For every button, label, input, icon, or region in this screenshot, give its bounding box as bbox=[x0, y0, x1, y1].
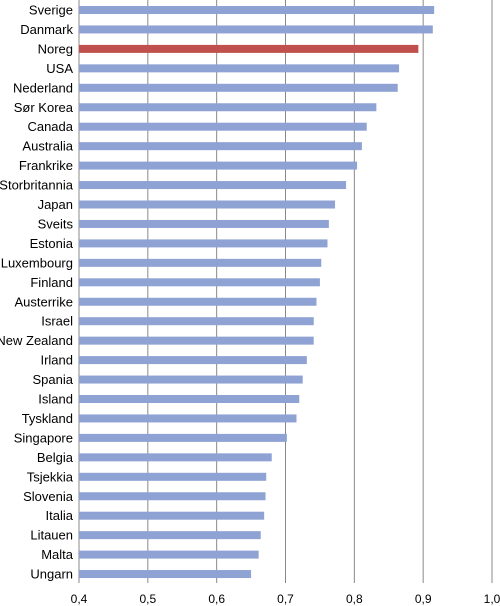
category-label: Litauen bbox=[30, 528, 73, 543]
bar-12 bbox=[79, 239, 328, 248]
bar-20 bbox=[79, 395, 300, 403]
category-label: Sveits bbox=[38, 216, 74, 231]
category-label: Estonia bbox=[30, 236, 74, 251]
bar-6 bbox=[79, 122, 367, 131]
bar-21 bbox=[79, 414, 297, 423]
bar-28 bbox=[79, 550, 259, 559]
bar-9 bbox=[79, 181, 347, 190]
x-tick-label: 0,4 bbox=[71, 592, 88, 606]
category-label: Tsjekkia bbox=[27, 469, 74, 484]
bar-14 bbox=[79, 278, 320, 287]
x-tick-label: 0,7 bbox=[277, 592, 294, 606]
category-label: Luxembourg bbox=[1, 255, 73, 270]
category-label: Singapore bbox=[14, 430, 73, 445]
category-label: Slovenia bbox=[23, 489, 74, 504]
x-tick-label: 0,9 bbox=[415, 592, 432, 606]
category-label: Sverige bbox=[29, 3, 73, 18]
bar-17 bbox=[79, 336, 314, 345]
category-label: Austerrike bbox=[14, 294, 73, 309]
category-labels: Sverige Danmark Noreg USA Nederland Sør Korea… bbox=[0, 3, 74, 582]
bar-10 bbox=[79, 200, 336, 209]
bar-25 bbox=[79, 492, 266, 501]
bar-layer bbox=[79, 6, 435, 579]
bar-18 bbox=[79, 356, 307, 365]
bar-11 bbox=[79, 219, 329, 228]
category-label: Belgia bbox=[37, 450, 74, 465]
bar-2 bbox=[79, 44, 419, 53]
bar-26 bbox=[79, 511, 265, 520]
category-label: Sør Korea bbox=[14, 100, 74, 115]
x-tick-label: 1,0 bbox=[484, 592, 500, 606]
category-label: Noreg bbox=[38, 41, 73, 56]
bar-29 bbox=[79, 570, 252, 579]
category-label: Storbritannia bbox=[0, 178, 74, 193]
x-tick-label: 0,5 bbox=[139, 592, 156, 606]
bar-19 bbox=[79, 375, 303, 384]
category-label: Malta bbox=[41, 547, 74, 562]
bar-27 bbox=[79, 531, 261, 540]
bar-15 bbox=[79, 297, 317, 306]
category-label: Japan bbox=[38, 197, 73, 212]
bar-0 bbox=[79, 6, 435, 14]
category-label: Tyskland bbox=[22, 411, 73, 426]
x-tick-label: 0,8 bbox=[346, 592, 363, 606]
bar-5 bbox=[79, 103, 377, 112]
category-label: New Zealand bbox=[0, 333, 73, 348]
bar-7 bbox=[79, 142, 362, 151]
category-label: Spania bbox=[33, 372, 74, 387]
bar-4 bbox=[79, 83, 398, 92]
bar-13 bbox=[79, 258, 322, 267]
bar-1 bbox=[79, 25, 433, 34]
bar-8 bbox=[79, 161, 358, 170]
x-tick-label: 0,6 bbox=[208, 592, 225, 606]
bar-3 bbox=[79, 64, 400, 73]
x-axis-ticks: 0,4 0,5 0,6 0,7 0,8 0,9 1,0 bbox=[71, 592, 500, 606]
bar-16 bbox=[79, 317, 314, 326]
category-label: Finland bbox=[30, 275, 73, 290]
category-label: Ungarn bbox=[30, 567, 73, 582]
bar-24 bbox=[79, 472, 267, 481]
category-label: Island bbox=[38, 392, 73, 407]
category-label: Danmark bbox=[20, 22, 73, 37]
grid-layer bbox=[78, 0, 493, 583]
category-label: Israel bbox=[41, 314, 73, 329]
category-label: USA bbox=[46, 61, 73, 76]
category-label: Irland bbox=[40, 353, 73, 368]
category-label: Nederland bbox=[13, 80, 73, 95]
category-label: Australia bbox=[22, 139, 73, 154]
category-label: Italia bbox=[46, 508, 74, 523]
bar-23 bbox=[79, 453, 272, 462]
category-label: Frankrike bbox=[19, 158, 73, 173]
bar-22 bbox=[79, 433, 287, 442]
category-label: Canada bbox=[27, 119, 73, 134]
